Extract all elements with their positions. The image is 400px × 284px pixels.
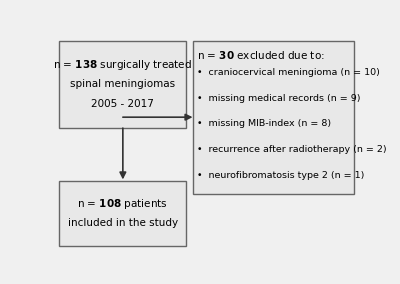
Text: •  recurrence after radiotherapy (n = 2): • recurrence after radiotherapy (n = 2): [197, 145, 386, 154]
Text: •  missing MIB-index (n = 8): • missing MIB-index (n = 8): [197, 120, 331, 128]
Text: spinal meningiomas: spinal meningiomas: [70, 79, 176, 89]
Text: n = $\mathbf{138}$ surgically treated: n = $\mathbf{138}$ surgically treated: [53, 58, 192, 72]
FancyBboxPatch shape: [193, 41, 354, 194]
Text: •  missing medical records (n = 9): • missing medical records (n = 9): [197, 94, 360, 103]
FancyBboxPatch shape: [59, 41, 186, 128]
Text: 2005 - 2017: 2005 - 2017: [92, 99, 154, 109]
FancyBboxPatch shape: [59, 181, 186, 246]
Text: n = $\mathbf{30}$ excluded due to:: n = $\mathbf{30}$ excluded due to:: [197, 49, 325, 61]
Text: •  neurofibromatosis type 2 (n = 1): • neurofibromatosis type 2 (n = 1): [197, 171, 364, 180]
Text: •  craniocervical meningioma (n = 10): • craniocervical meningioma (n = 10): [197, 68, 380, 77]
Text: included in the study: included in the study: [68, 218, 178, 228]
Text: n = $\mathbf{108}$ patients: n = $\mathbf{108}$ patients: [78, 197, 168, 210]
